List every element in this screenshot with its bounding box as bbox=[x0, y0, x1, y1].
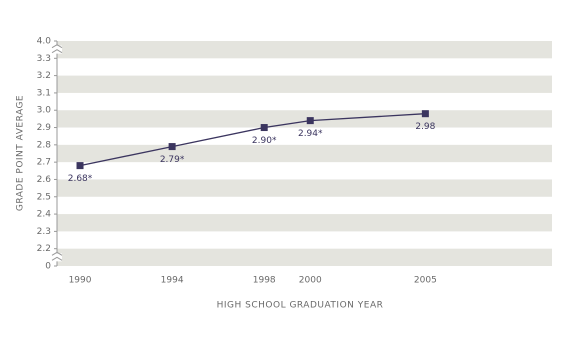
grid-band bbox=[57, 248, 552, 266]
y-tick-label: 2.4 bbox=[37, 210, 52, 220]
y-axis-label: GRADE POINT AVERAGE bbox=[16, 95, 26, 211]
x-axis-label: HIGH SCHOOL GRADUATION YEAR bbox=[217, 301, 384, 311]
data-point bbox=[306, 117, 314, 125]
axis-break bbox=[51, 251, 63, 256]
y-tick-label: 0 bbox=[45, 262, 51, 272]
y-tick-label: 2.8 bbox=[37, 140, 52, 150]
y-tick-label: 2.5 bbox=[37, 192, 51, 202]
x-tick-label: 1994 bbox=[161, 276, 184, 286]
value-label: 2.90* bbox=[252, 136, 277, 146]
value-label: 2.98 bbox=[415, 122, 435, 132]
grid-band bbox=[57, 179, 552, 197]
x-tick-label: 2005 bbox=[414, 276, 437, 286]
axis-break bbox=[51, 44, 63, 49]
axis-break bbox=[51, 256, 63, 261]
data-point bbox=[260, 124, 268, 132]
x-tick-label: 1998 bbox=[253, 276, 276, 286]
y-tick-label: 3.3 bbox=[37, 54, 51, 64]
y-tick-label: 2.2 bbox=[37, 244, 51, 254]
y-tick-label: 2.3 bbox=[37, 227, 51, 237]
data-point bbox=[168, 143, 176, 151]
grid-band bbox=[57, 41, 552, 59]
y-tick-label: 2.6 bbox=[37, 175, 52, 185]
y-tick-label: 3.0 bbox=[37, 106, 52, 116]
y-tick-label: 4.0 bbox=[37, 37, 52, 47]
y-tick-label: 2.9 bbox=[37, 123, 52, 133]
x-tick-label: 1990 bbox=[69, 276, 92, 286]
value-label: 2.68* bbox=[68, 174, 93, 184]
grid-band bbox=[57, 110, 552, 128]
value-label: 2.79* bbox=[160, 155, 185, 165]
grid-band bbox=[57, 75, 552, 93]
grid-band bbox=[57, 144, 552, 163]
y-tick-label: 3.2 bbox=[37, 71, 51, 81]
x-tick-label: 2000 bbox=[299, 276, 322, 286]
y-tick-label: 2.7 bbox=[37, 158, 51, 168]
axis-break bbox=[51, 49, 63, 54]
value-label: 2.94* bbox=[298, 129, 323, 139]
grid-band bbox=[57, 214, 552, 232]
y-tick-label: 3.1 bbox=[37, 88, 51, 98]
data-point bbox=[421, 110, 429, 118]
data-point bbox=[76, 162, 84, 170]
